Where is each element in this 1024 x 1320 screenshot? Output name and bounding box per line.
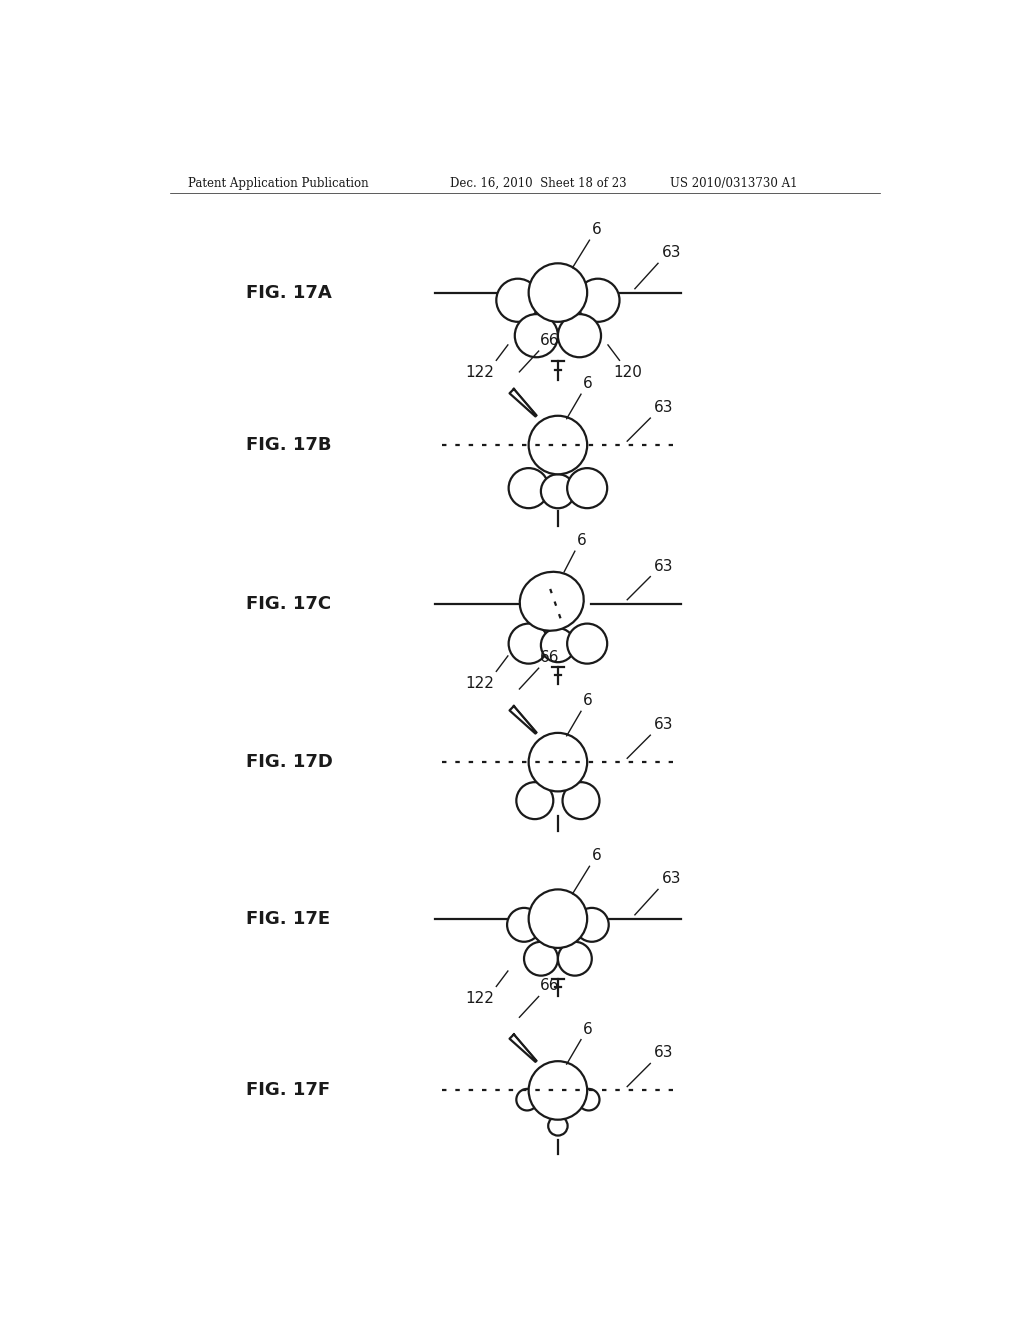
Circle shape [509,623,549,664]
Text: 122: 122 [466,676,495,690]
Circle shape [509,469,549,508]
Text: 63: 63 [654,717,674,733]
Text: 6: 6 [592,849,601,863]
Text: 63: 63 [654,1045,674,1060]
Circle shape [578,1089,599,1110]
Text: 66: 66 [540,651,559,665]
Circle shape [528,263,587,322]
Text: FIG. 17F: FIG. 17F [246,1081,330,1100]
Text: 122: 122 [466,364,495,380]
Text: 6: 6 [584,376,593,391]
Circle shape [567,469,607,508]
Text: FIG. 17C: FIG. 17C [246,594,331,612]
Text: FIG. 17B: FIG. 17B [246,436,332,454]
Circle shape [528,733,587,792]
Text: 63: 63 [662,871,681,886]
Text: FIG. 17A: FIG. 17A [246,284,332,301]
Text: Patent Application Publication: Patent Application Publication [188,177,369,190]
Text: 6: 6 [584,1022,593,1036]
Text: 66: 66 [540,333,559,348]
Text: 63: 63 [654,400,674,414]
Text: 63: 63 [662,246,681,260]
Text: FIG. 17D: FIG. 17D [246,754,333,771]
Circle shape [541,474,574,508]
Text: 6: 6 [592,222,601,238]
Text: 120: 120 [613,364,642,380]
Text: 66: 66 [540,978,559,994]
Circle shape [567,623,607,664]
Circle shape [558,314,601,358]
Circle shape [577,279,620,322]
Circle shape [574,908,608,941]
Text: 122: 122 [466,991,495,1006]
Circle shape [541,628,574,663]
Circle shape [507,908,541,941]
Text: Dec. 16, 2010  Sheet 18 of 23: Dec. 16, 2010 Sheet 18 of 23 [451,177,627,190]
Circle shape [548,1117,567,1135]
Circle shape [497,279,540,322]
Circle shape [562,783,599,820]
Circle shape [524,941,558,975]
Text: FIG. 17E: FIG. 17E [246,909,330,928]
Text: US 2010/0313730 A1: US 2010/0313730 A1 [670,177,797,190]
Circle shape [558,941,592,975]
Circle shape [515,314,558,358]
Text: 6: 6 [584,693,593,709]
Circle shape [528,890,587,948]
Text: 6: 6 [578,533,587,548]
Ellipse shape [520,572,584,631]
Circle shape [516,1089,538,1110]
Circle shape [528,416,587,474]
Circle shape [516,783,553,820]
Text: 63: 63 [654,558,674,574]
Circle shape [528,1061,587,1119]
